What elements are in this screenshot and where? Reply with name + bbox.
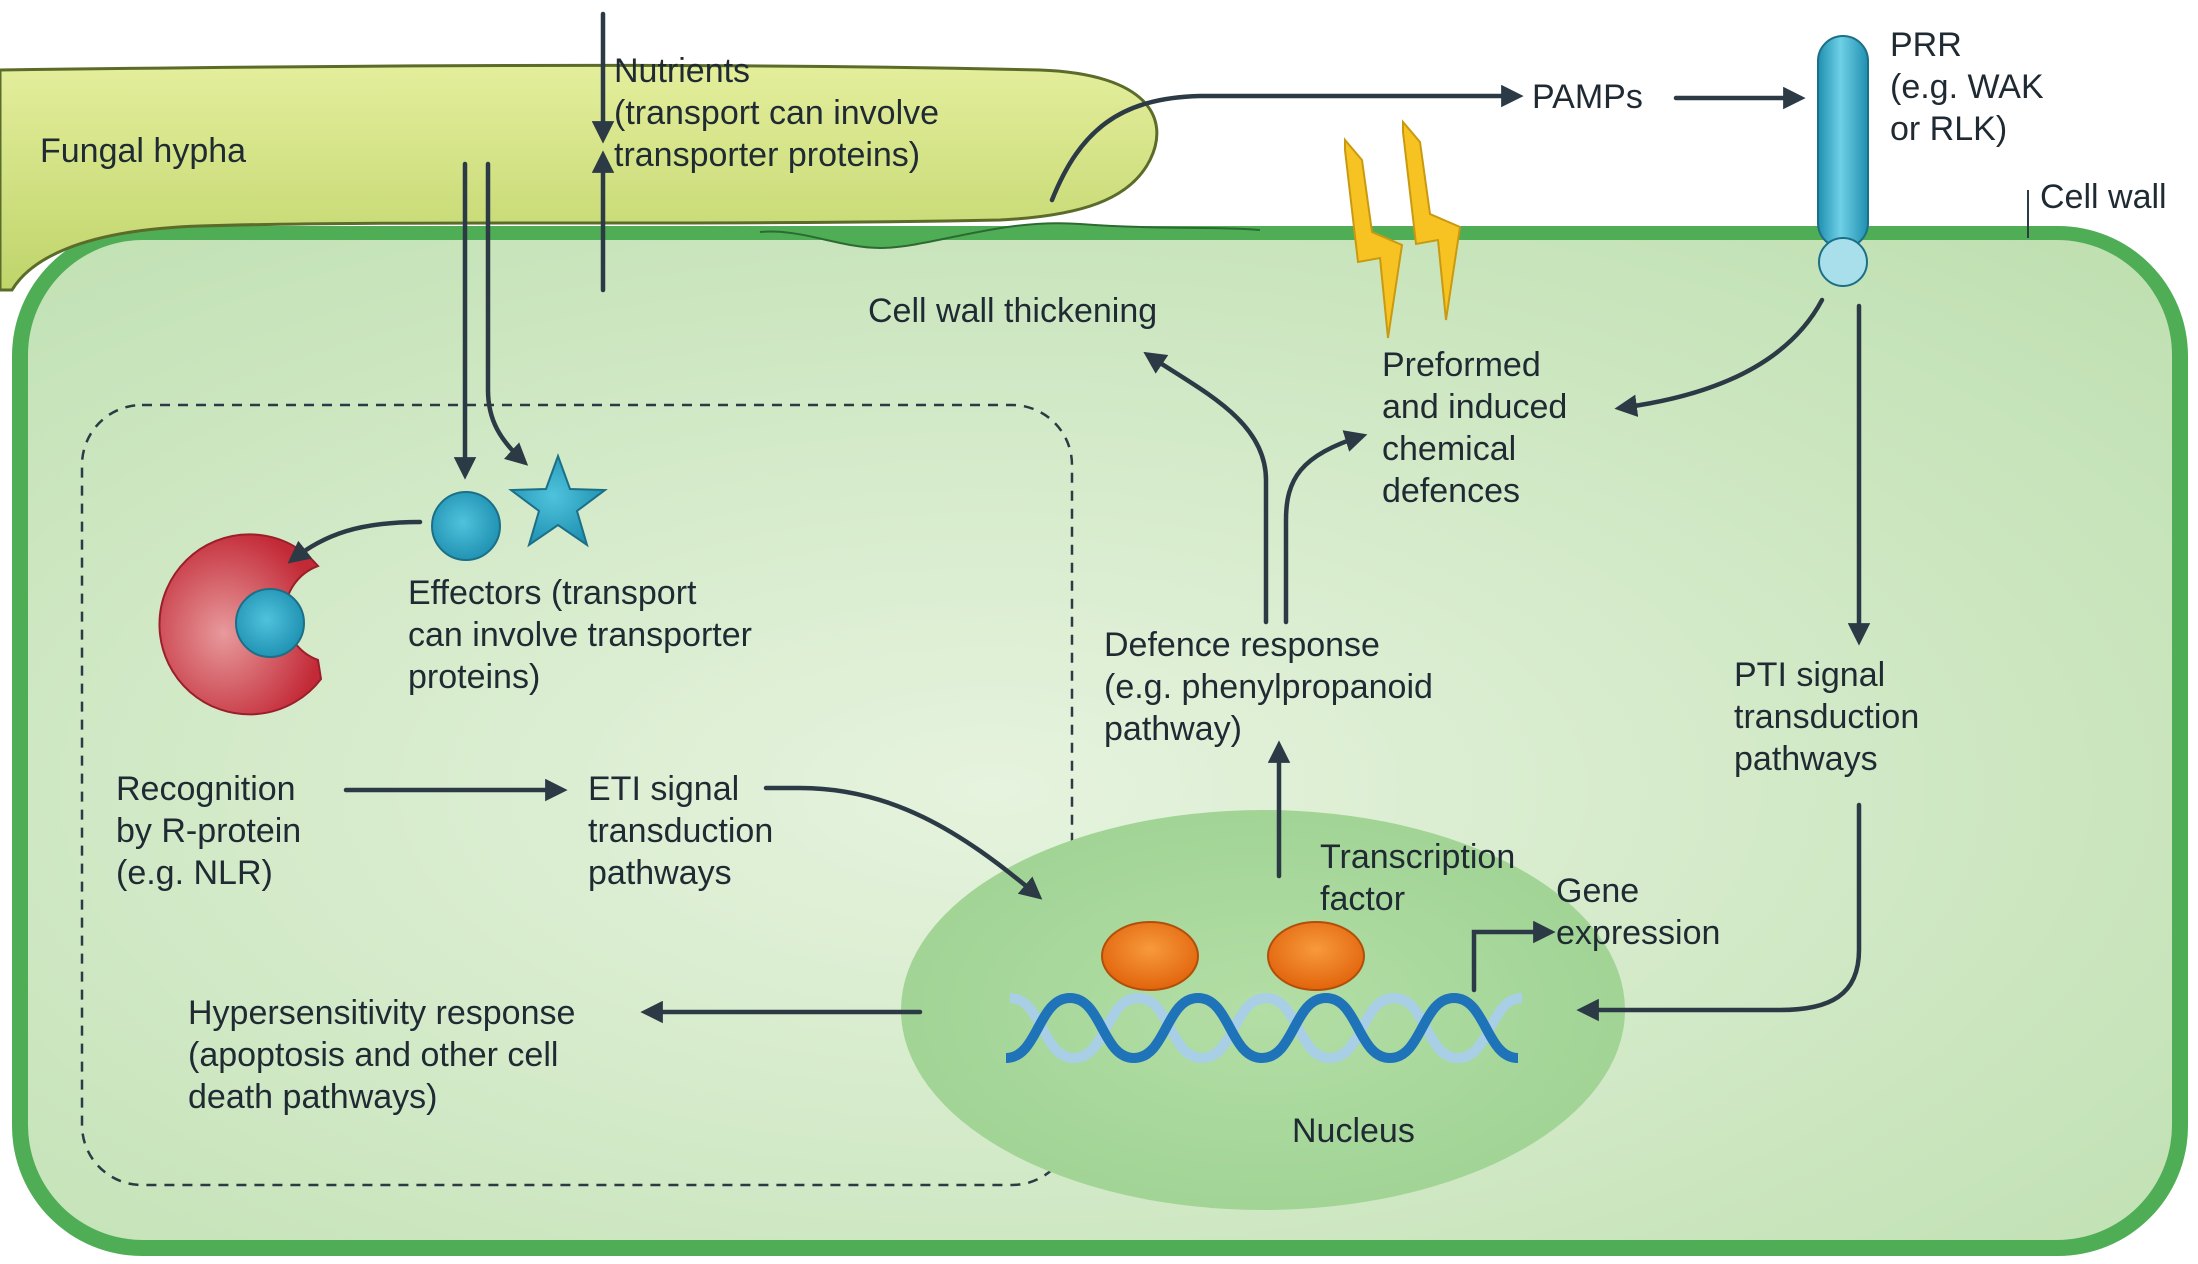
- hypersensitivity-label: Hypersensitivity response: [188, 994, 575, 1032]
- prr-label: PRR: [1890, 26, 1962, 64]
- arrow-pti-to-nucleus: [1576, 802, 1862, 1022]
- pti-label: PTI signal: [1734, 656, 1885, 694]
- prr-label: or RLK): [1890, 110, 2007, 148]
- nutrients-label: (transport can involve: [614, 94, 939, 132]
- arrow-defence-to-thickening: [1143, 351, 1269, 625]
- nucleus-label: Nucleus: [1292, 1112, 1415, 1150]
- effector-star: [508, 453, 608, 548]
- chemical-defences-label: Preformed: [1382, 346, 1541, 384]
- arrow-eti-to-nucleus: [763, 785, 1043, 900]
- cell-wall-bulge-outline: [759, 222, 1261, 250]
- hypersensitivity-label: death pathways): [188, 1078, 438, 1116]
- nucleus: [901, 810, 1625, 1210]
- bound-effector: [235, 588, 305, 658]
- arrow-hypha-to-pamps: [1049, 84, 1524, 203]
- cell-wall-label: Cell wall: [2040, 178, 2167, 216]
- hypersensitivity-label: (apoptosis and other cell: [188, 1036, 558, 1074]
- defence-response-label: (e.g. phenylpropanoid: [1104, 668, 1433, 706]
- defence-response-label: pathway): [1104, 710, 1242, 748]
- arrow-gene-expression: [1471, 920, 1556, 993]
- lightning-icon: [1344, 137, 1404, 339]
- lightning-icon: [1402, 119, 1462, 321]
- cell-wall-thickening-label: Cell wall thickening: [868, 292, 1157, 330]
- transcription-factor-label: Transcription: [1320, 838, 1515, 876]
- nutrients-label: transporter proteins): [614, 136, 920, 174]
- arrow-prr-to-chemical: [1614, 297, 1825, 417]
- effectors-label: proteins): [408, 658, 540, 696]
- transcription-factor-blob: [1267, 921, 1365, 991]
- eti-region-boundary: [80, 403, 1074, 1187]
- recognition-label: Recognition: [116, 770, 296, 808]
- transcription-factor-label: factor: [1320, 880, 1405, 918]
- arrow-defence-to-chemical: [1283, 430, 1368, 625]
- dna-helix: [1005, 992, 1523, 1064]
- eti-label: ETI signal: [588, 770, 739, 808]
- effectors-label: can involve transporter: [408, 616, 752, 654]
- defence-response-label: Defence response: [1104, 626, 1380, 664]
- prr-receptor: [1817, 35, 1869, 249]
- arrow-hypha-to-star: [485, 161, 529, 466]
- pti-label: transduction: [1734, 698, 1919, 736]
- pamps-label: PAMPs: [1532, 78, 1643, 116]
- prr-intracellular-domain: [1818, 237, 1868, 287]
- gene-expression-label: expression: [1556, 914, 1720, 952]
- recognition-label: by R-protein: [116, 812, 301, 850]
- transcription-factor-blob: [1101, 921, 1199, 991]
- recognition-label: (e.g. NLR): [116, 854, 273, 892]
- arrow-effector-to-rprotein: [287, 519, 423, 564]
- cell-wall-bulge: [760, 223, 1260, 248]
- effector-circle: [431, 491, 501, 561]
- fungal-hypha-label: Fungal hypha: [40, 132, 246, 170]
- pti-label: pathways: [1734, 740, 1878, 778]
- chemical-defences-label: defences: [1382, 472, 1520, 510]
- chemical-defences-label: and induced: [1382, 388, 1567, 426]
- gene-expression-label: Gene: [1556, 872, 1639, 910]
- chemical-defences-label: chemical: [1382, 430, 1516, 468]
- arrows: [287, 11, 1871, 1024]
- eti-label: pathways: [588, 854, 732, 892]
- nutrients-label: Nutrients: [614, 52, 750, 90]
- eti-label: transduction: [588, 812, 773, 850]
- effectors-label: Effectors (transport: [408, 574, 697, 612]
- prr-label: (e.g. WAK: [1890, 68, 2044, 106]
- fungal-hypha: [0, 63, 1159, 292]
